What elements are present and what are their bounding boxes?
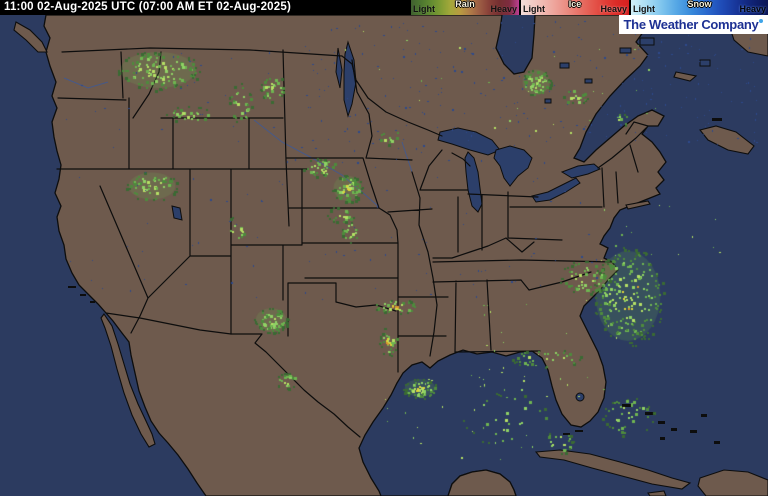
rain-heavy-label: Heavy xyxy=(490,4,517,14)
ice-legend-bar: Ice Light Heavy xyxy=(521,0,629,15)
timestamp-bar: 11:00 02-Aug-2025 UTC (07:00 AM ET 02-Au… xyxy=(0,0,411,15)
weather-company-logo-text: The Weather Company xyxy=(623,17,759,32)
weather-company-logo: The Weather Company xyxy=(619,15,768,34)
ice-light-label: Light xyxy=(523,4,545,14)
snow-legend-bar: Snow Light Heavy xyxy=(631,0,768,15)
precip-legend: Rain Light Heavy Ice Light Heavy Snow Li… xyxy=(411,0,768,15)
snow-light-label: Light xyxy=(633,4,655,14)
rain-legend-title: Rain xyxy=(455,0,475,9)
snow-heavy-label: Heavy xyxy=(739,4,766,14)
rain-legend-bar: Rain Light Heavy xyxy=(411,0,519,15)
rain-light-label: Light xyxy=(413,4,435,14)
ice-legend-title: Ice xyxy=(568,0,582,9)
timestamp-text: 11:00 02-Aug-2025 UTC (07:00 AM ET 02-Au… xyxy=(4,1,291,13)
snow-legend-title: Snow xyxy=(687,0,712,9)
ice-heavy-label: Heavy xyxy=(600,4,627,14)
logo-dot xyxy=(759,18,764,23)
